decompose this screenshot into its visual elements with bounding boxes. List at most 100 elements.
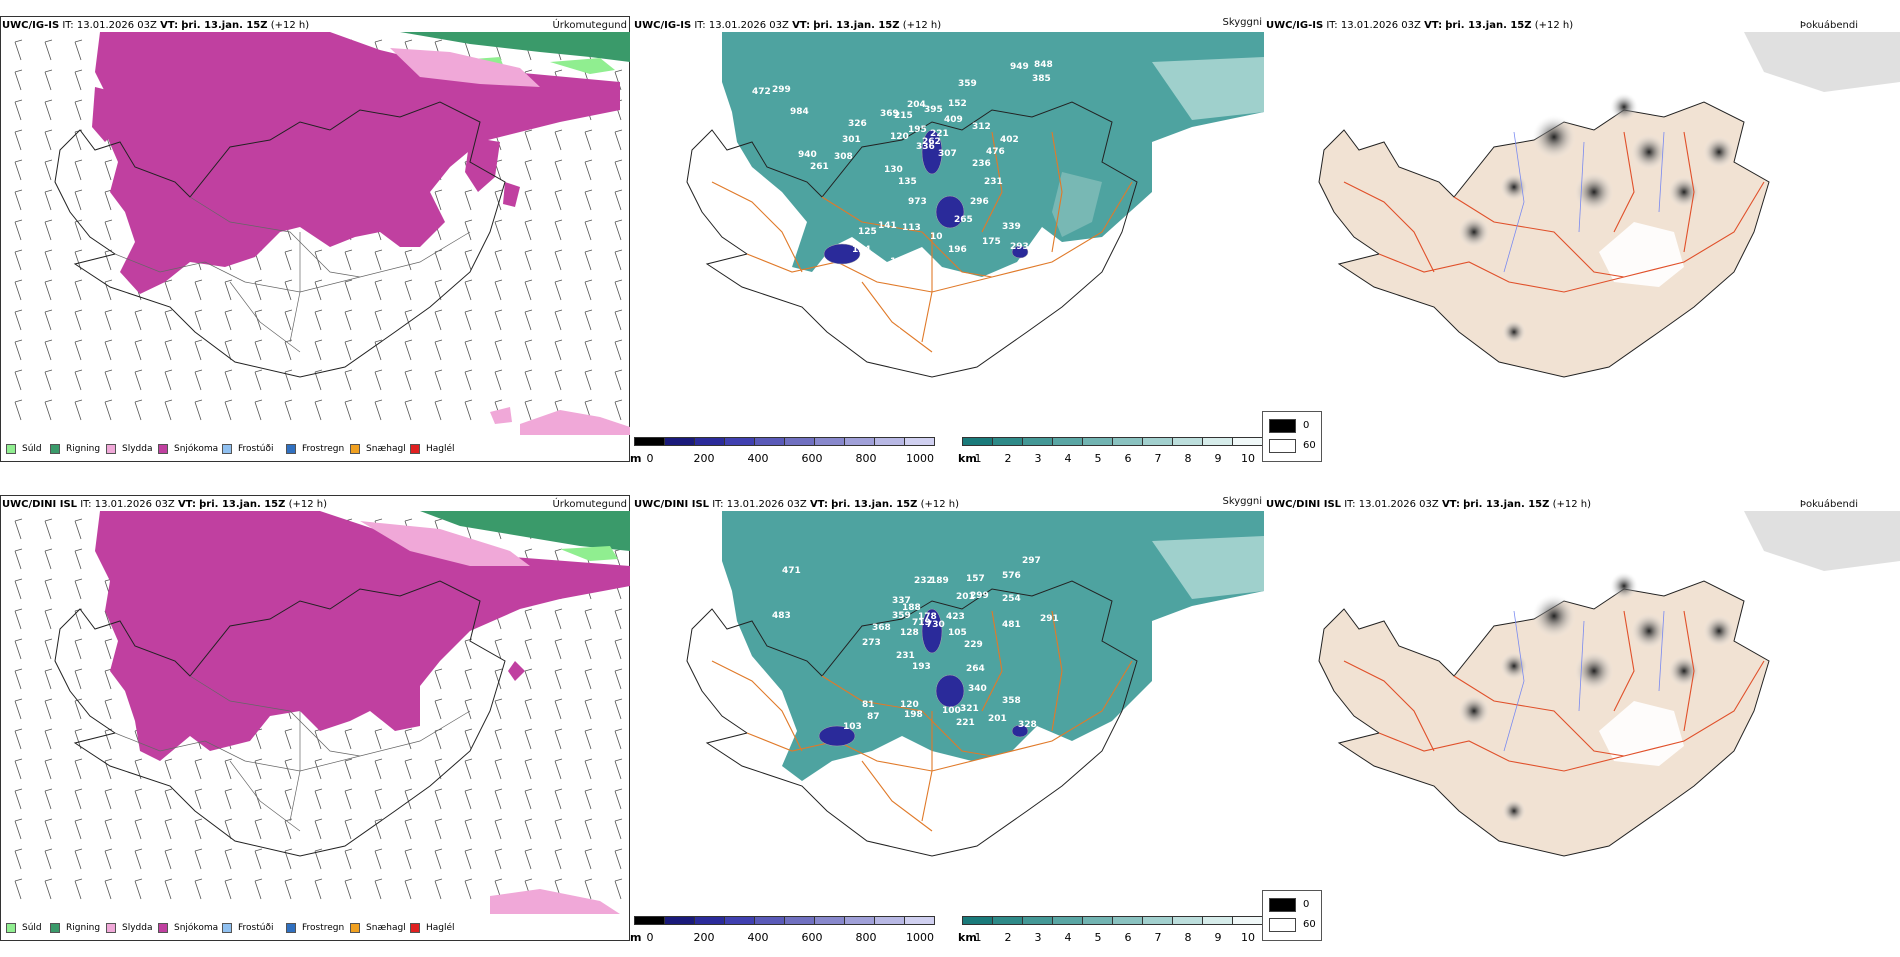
wind-barb bbox=[134, 878, 143, 900]
legend-label: Rigning bbox=[66, 444, 101, 454]
coastline bbox=[686, 580, 1138, 857]
colorbar-cell bbox=[724, 437, 755, 446]
wind-barb bbox=[104, 219, 113, 241]
elevation-label: 135 bbox=[898, 177, 917, 187]
colorbar-tick: 10 bbox=[1241, 931, 1255, 944]
field-type-label: Skyggni bbox=[1222, 496, 1262, 507]
wind-barb bbox=[434, 189, 443, 211]
panel-header: UWC/IG-IS IT: 13.01.2026 03Z VT: þri. 13… bbox=[634, 20, 941, 31]
wind-barb bbox=[164, 788, 173, 810]
precip-legend: Súld Rigning Slydda Snjókoma Frostúði Frostre… bbox=[0, 914, 630, 941]
wind-barb bbox=[194, 848, 203, 870]
wind-barb bbox=[584, 638, 593, 660]
wind-barb bbox=[464, 758, 473, 780]
elevation-label: 576 bbox=[1002, 571, 1021, 581]
elevation-label: 481 bbox=[1002, 620, 1021, 630]
valid-time: þri. 13.jan. 15Z bbox=[1463, 499, 1550, 510]
wind-barb bbox=[104, 698, 113, 720]
wind-barb bbox=[524, 189, 533, 211]
sleet-area bbox=[390, 48, 630, 435]
elevation-label: 193 bbox=[912, 662, 931, 672]
wind-barb bbox=[494, 339, 503, 361]
legend-label: Snjókoma bbox=[174, 923, 219, 933]
wind-barb bbox=[194, 369, 203, 391]
colorbar-tick: 200 bbox=[693, 452, 715, 465]
elevation-label: 299 bbox=[970, 591, 989, 601]
wind-barb bbox=[464, 339, 473, 361]
colorbar-cell bbox=[664, 437, 695, 446]
elevation-label: 221 bbox=[930, 129, 949, 139]
wind-barb bbox=[44, 578, 53, 600]
wind-barb bbox=[14, 758, 23, 780]
wind-barb bbox=[554, 189, 563, 211]
elevation-label: 265 bbox=[954, 215, 973, 225]
wind-barb bbox=[254, 818, 263, 840]
rivers bbox=[1503, 131, 1665, 273]
valid-time-label: VT: bbox=[1441, 499, 1460, 510]
wind-barb bbox=[374, 249, 383, 271]
wind-barb bbox=[464, 399, 473, 421]
elevation-labels: 472 2999843263019402613083692152043951951… bbox=[752, 60, 1053, 337]
colorbar-cell bbox=[1052, 437, 1083, 446]
fog-indicator-panel: UWC/DINI ISL IT: 13.01.2026 03Z VT: þri.… bbox=[1264, 492, 1900, 957]
wind-barb bbox=[524, 758, 533, 780]
wind-barb bbox=[374, 728, 383, 750]
wind-barb bbox=[554, 668, 563, 690]
wind-barb bbox=[434, 878, 443, 900]
wind-barb bbox=[614, 159, 623, 181]
glaciers bbox=[818, 608, 1029, 747]
lead-time: (+12 h) bbox=[1534, 20, 1574, 31]
legend-swatch bbox=[410, 923, 420, 933]
valid-time: þri. 13.jan. 15Z bbox=[181, 20, 268, 31]
wind-barb bbox=[314, 399, 323, 421]
wind-barb bbox=[104, 758, 113, 780]
elevation-label: 321 bbox=[960, 704, 979, 714]
colorbar-cell bbox=[992, 437, 1023, 446]
valid-time: þri. 13.jan. 15Z bbox=[813, 20, 900, 31]
wind-barb bbox=[104, 339, 113, 361]
wind-barb bbox=[374, 309, 383, 331]
elevation-label: 299 bbox=[772, 85, 791, 95]
wind-barb bbox=[74, 578, 83, 600]
wind-barb bbox=[614, 698, 623, 720]
elevation-label: 984 bbox=[790, 107, 809, 117]
legend-swatch bbox=[50, 923, 60, 933]
wind-barb bbox=[104, 249, 113, 271]
colorbar-cell bbox=[1142, 916, 1173, 925]
colorbar-cell bbox=[1172, 916, 1203, 925]
wind-barb bbox=[224, 279, 233, 301]
wind-barb bbox=[14, 159, 23, 181]
colorbar-cell bbox=[1112, 437, 1143, 446]
wind-barb bbox=[74, 69, 83, 91]
elevation-label: 33 bbox=[882, 812, 895, 822]
wind-barb bbox=[74, 818, 83, 840]
panel-header: UWC/DINI ISL IT: 13.01.2026 03Z VT: þri.… bbox=[634, 499, 959, 510]
wind-barb bbox=[224, 848, 233, 870]
elevation-label: 402 bbox=[1000, 135, 1019, 145]
wind-barb bbox=[254, 369, 263, 391]
wind-barb bbox=[434, 818, 443, 840]
wind-barb bbox=[524, 788, 533, 810]
colorbar-cell bbox=[1232, 437, 1263, 446]
wind-barb bbox=[374, 399, 383, 421]
elevation-label: 369 bbox=[880, 109, 899, 119]
colorbar-tick: 200 bbox=[693, 931, 715, 944]
wind-barb bbox=[44, 129, 53, 151]
wind-barb bbox=[314, 279, 323, 301]
wind-barb bbox=[134, 369, 143, 391]
wind-barb bbox=[344, 788, 353, 810]
wind-barb bbox=[584, 369, 593, 391]
wind-barb bbox=[524, 159, 533, 181]
wind-barb bbox=[614, 399, 623, 421]
wind-barb bbox=[44, 878, 53, 900]
wind-barb bbox=[224, 369, 233, 391]
wind-barb bbox=[404, 279, 413, 301]
colorbar-tick: 800 bbox=[855, 931, 877, 944]
wind-barb bbox=[614, 638, 623, 660]
colorbar-cell bbox=[874, 437, 905, 446]
wind-barb bbox=[284, 878, 293, 900]
wind-barb bbox=[44, 369, 53, 391]
colorbar-unit: km bbox=[958, 931, 977, 944]
legend-item: Frostregn bbox=[286, 922, 344, 934]
colorbar-tick: 4 bbox=[1064, 931, 1072, 944]
